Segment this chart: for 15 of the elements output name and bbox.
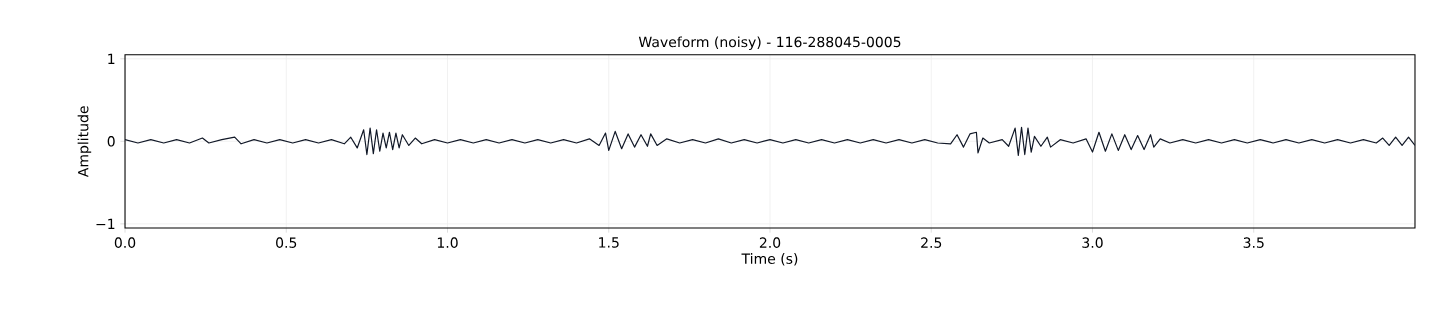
x-tick-label: 2.5 (921, 237, 942, 248)
x-tick-label: 2.0 (759, 237, 781, 248)
x-tick-label: 0.5 (276, 237, 297, 248)
line-series (125, 126, 1415, 156)
x-tick-label: 1.5 (599, 237, 619, 248)
chart-title: Waveform (noisy) - 116-288045-0005 (638, 36, 901, 50)
y-tick-label: 0 (107, 136, 115, 147)
x-tick-label: 0.0 (114, 237, 136, 248)
x-tick-label: 3.5 (1243, 237, 1264, 248)
y-axis-title: Amplitude (77, 106, 92, 178)
x-tick-label: 1.0 (437, 237, 458, 248)
y-tick-label: 1 (108, 53, 115, 64)
y-tick-label: −1 (96, 218, 115, 229)
x-axis-title: Time (s) (741, 253, 798, 266)
x-tick-label: 3.0 (1082, 237, 1103, 248)
